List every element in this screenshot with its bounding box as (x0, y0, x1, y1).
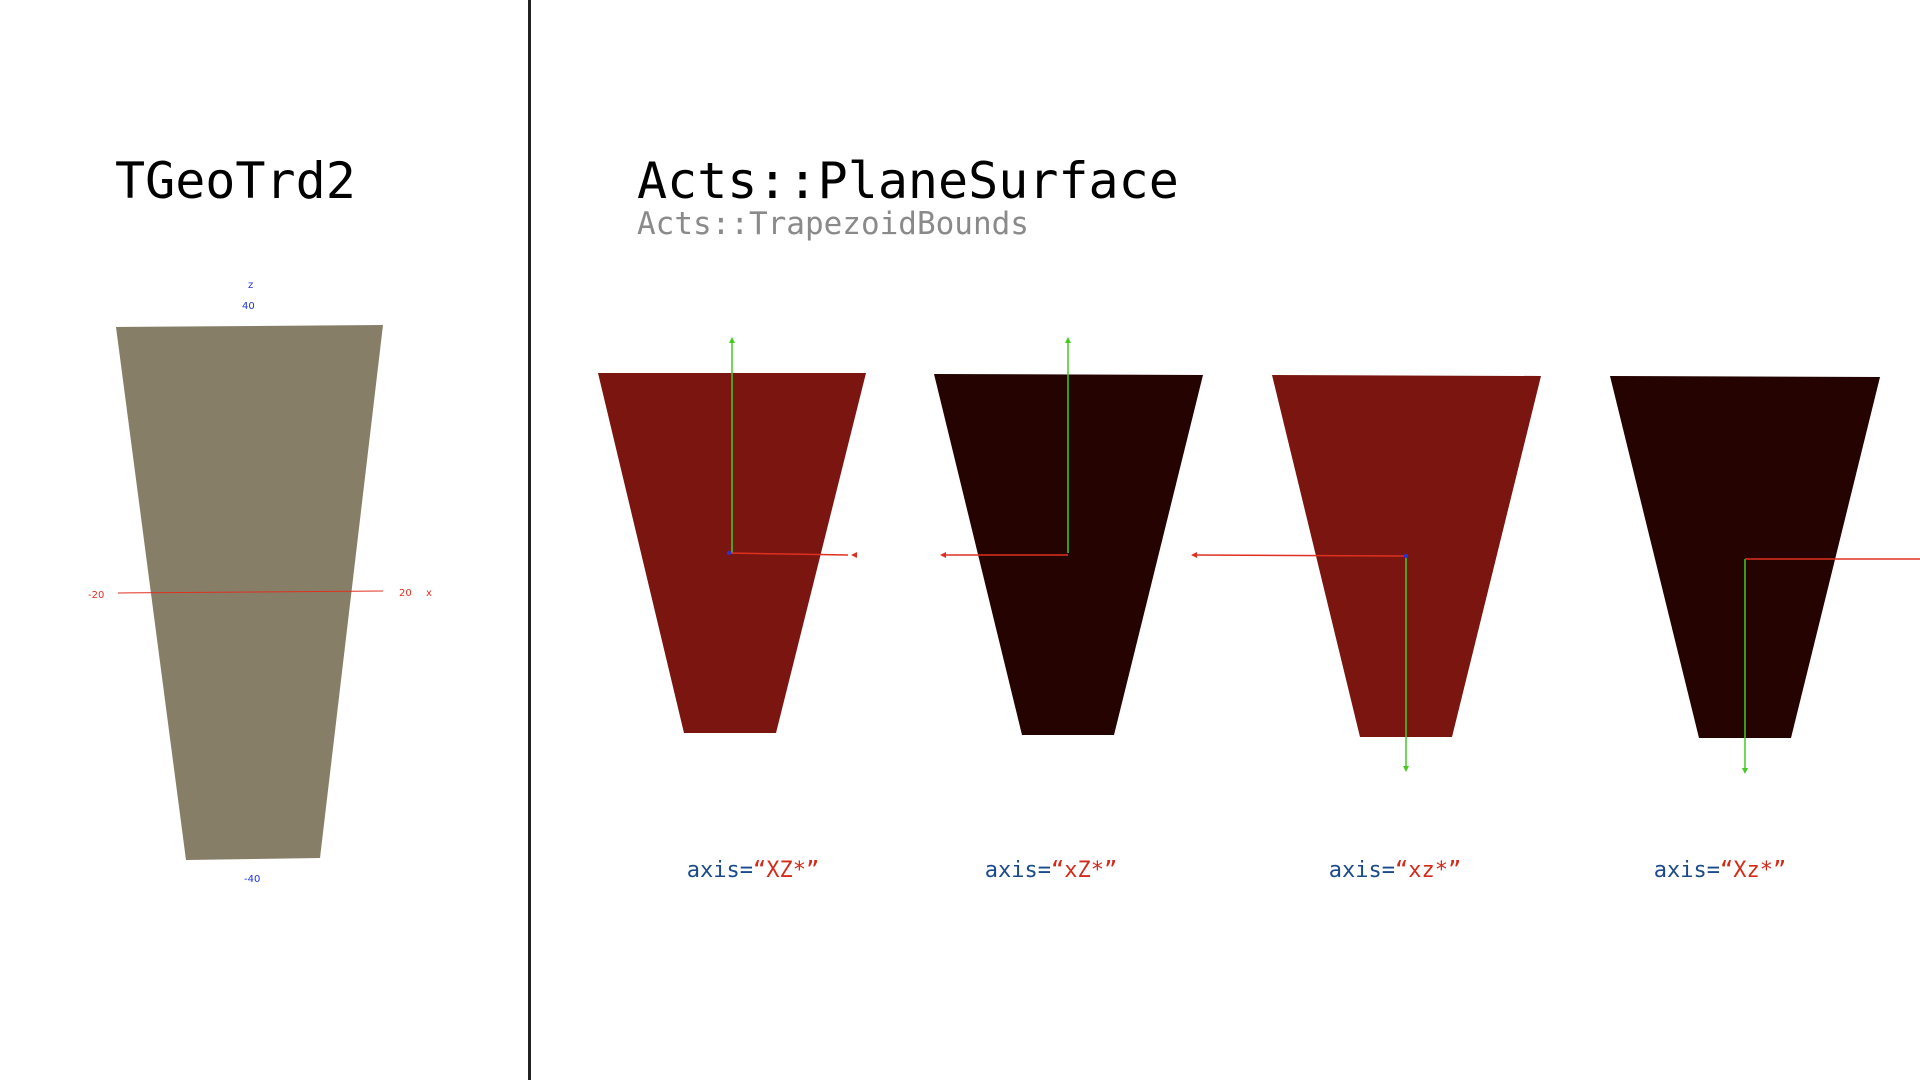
trapezoid-bounds-subtitle: Acts::TrapezoidBounds (637, 206, 1029, 242)
x-axis-name: x (426, 588, 432, 599)
surface-4-axis-label: axis=“Xz*” (1654, 858, 1786, 883)
surface-1-axis-value: “XZ*” (753, 858, 820, 883)
panel-divider (528, 0, 531, 1080)
surface-3-axis-key: axis= (1328, 858, 1395, 883)
x-min-label: -20 (88, 590, 104, 601)
surface-2-y-arrowhead (1065, 337, 1071, 343)
surface-2-axis-value: “xZ*” (1051, 858, 1118, 883)
surface-1-x-arrowhead (851, 552, 857, 558)
surface-1-origin (727, 551, 731, 555)
z-max-label: 40 (242, 301, 255, 312)
surface-2-axis-label: axis=“xZ*” (985, 858, 1117, 883)
surface-3-x-arrowhead (1191, 552, 1197, 558)
z-axis-name: z (248, 280, 253, 291)
surface-3-y-arrowhead (1403, 766, 1409, 772)
surface-3-x-axis (1195, 554, 1407, 557)
tgeotrd2-view: z 40 -40 -20 20 x (88, 280, 432, 885)
surface-2-x-arrowhead (940, 552, 946, 558)
surface-3-origin (1404, 554, 1408, 558)
surface-4-axis-key: axis= (1653, 858, 1720, 883)
surface-2-axis-key: axis= (984, 858, 1051, 883)
surface-4-y-arrowhead (1742, 768, 1748, 774)
surface-4 (1610, 376, 1920, 774)
x-axis-line (117, 590, 384, 594)
surface-3-axis-value: “xz*” (1395, 858, 1462, 883)
surface-3 (1191, 375, 1541, 772)
surface-4-axis-value: “Xz*” (1720, 858, 1787, 883)
trapezoid-surface-4 (1610, 376, 1880, 738)
surface-1-y-arrowhead (729, 337, 735, 343)
surface-1 (598, 337, 866, 733)
surface-1-x-axis (726, 552, 849, 556)
surface-2 (934, 337, 1203, 735)
tgeotrd2-title: TGeoTrd2 (115, 152, 356, 210)
z-min-label: -40 (244, 874, 260, 885)
x-max-label: 20 (399, 588, 412, 599)
plane-surface-title: Acts::PlaneSurface (637, 152, 1179, 210)
surface-3-axis-label: axis=“xz*” (1329, 858, 1461, 883)
surface-1-axis-label: axis=“XZ*” (687, 858, 819, 883)
trapezoid-surface-2 (934, 374, 1203, 735)
surface-1-axis-key: axis= (686, 858, 753, 883)
